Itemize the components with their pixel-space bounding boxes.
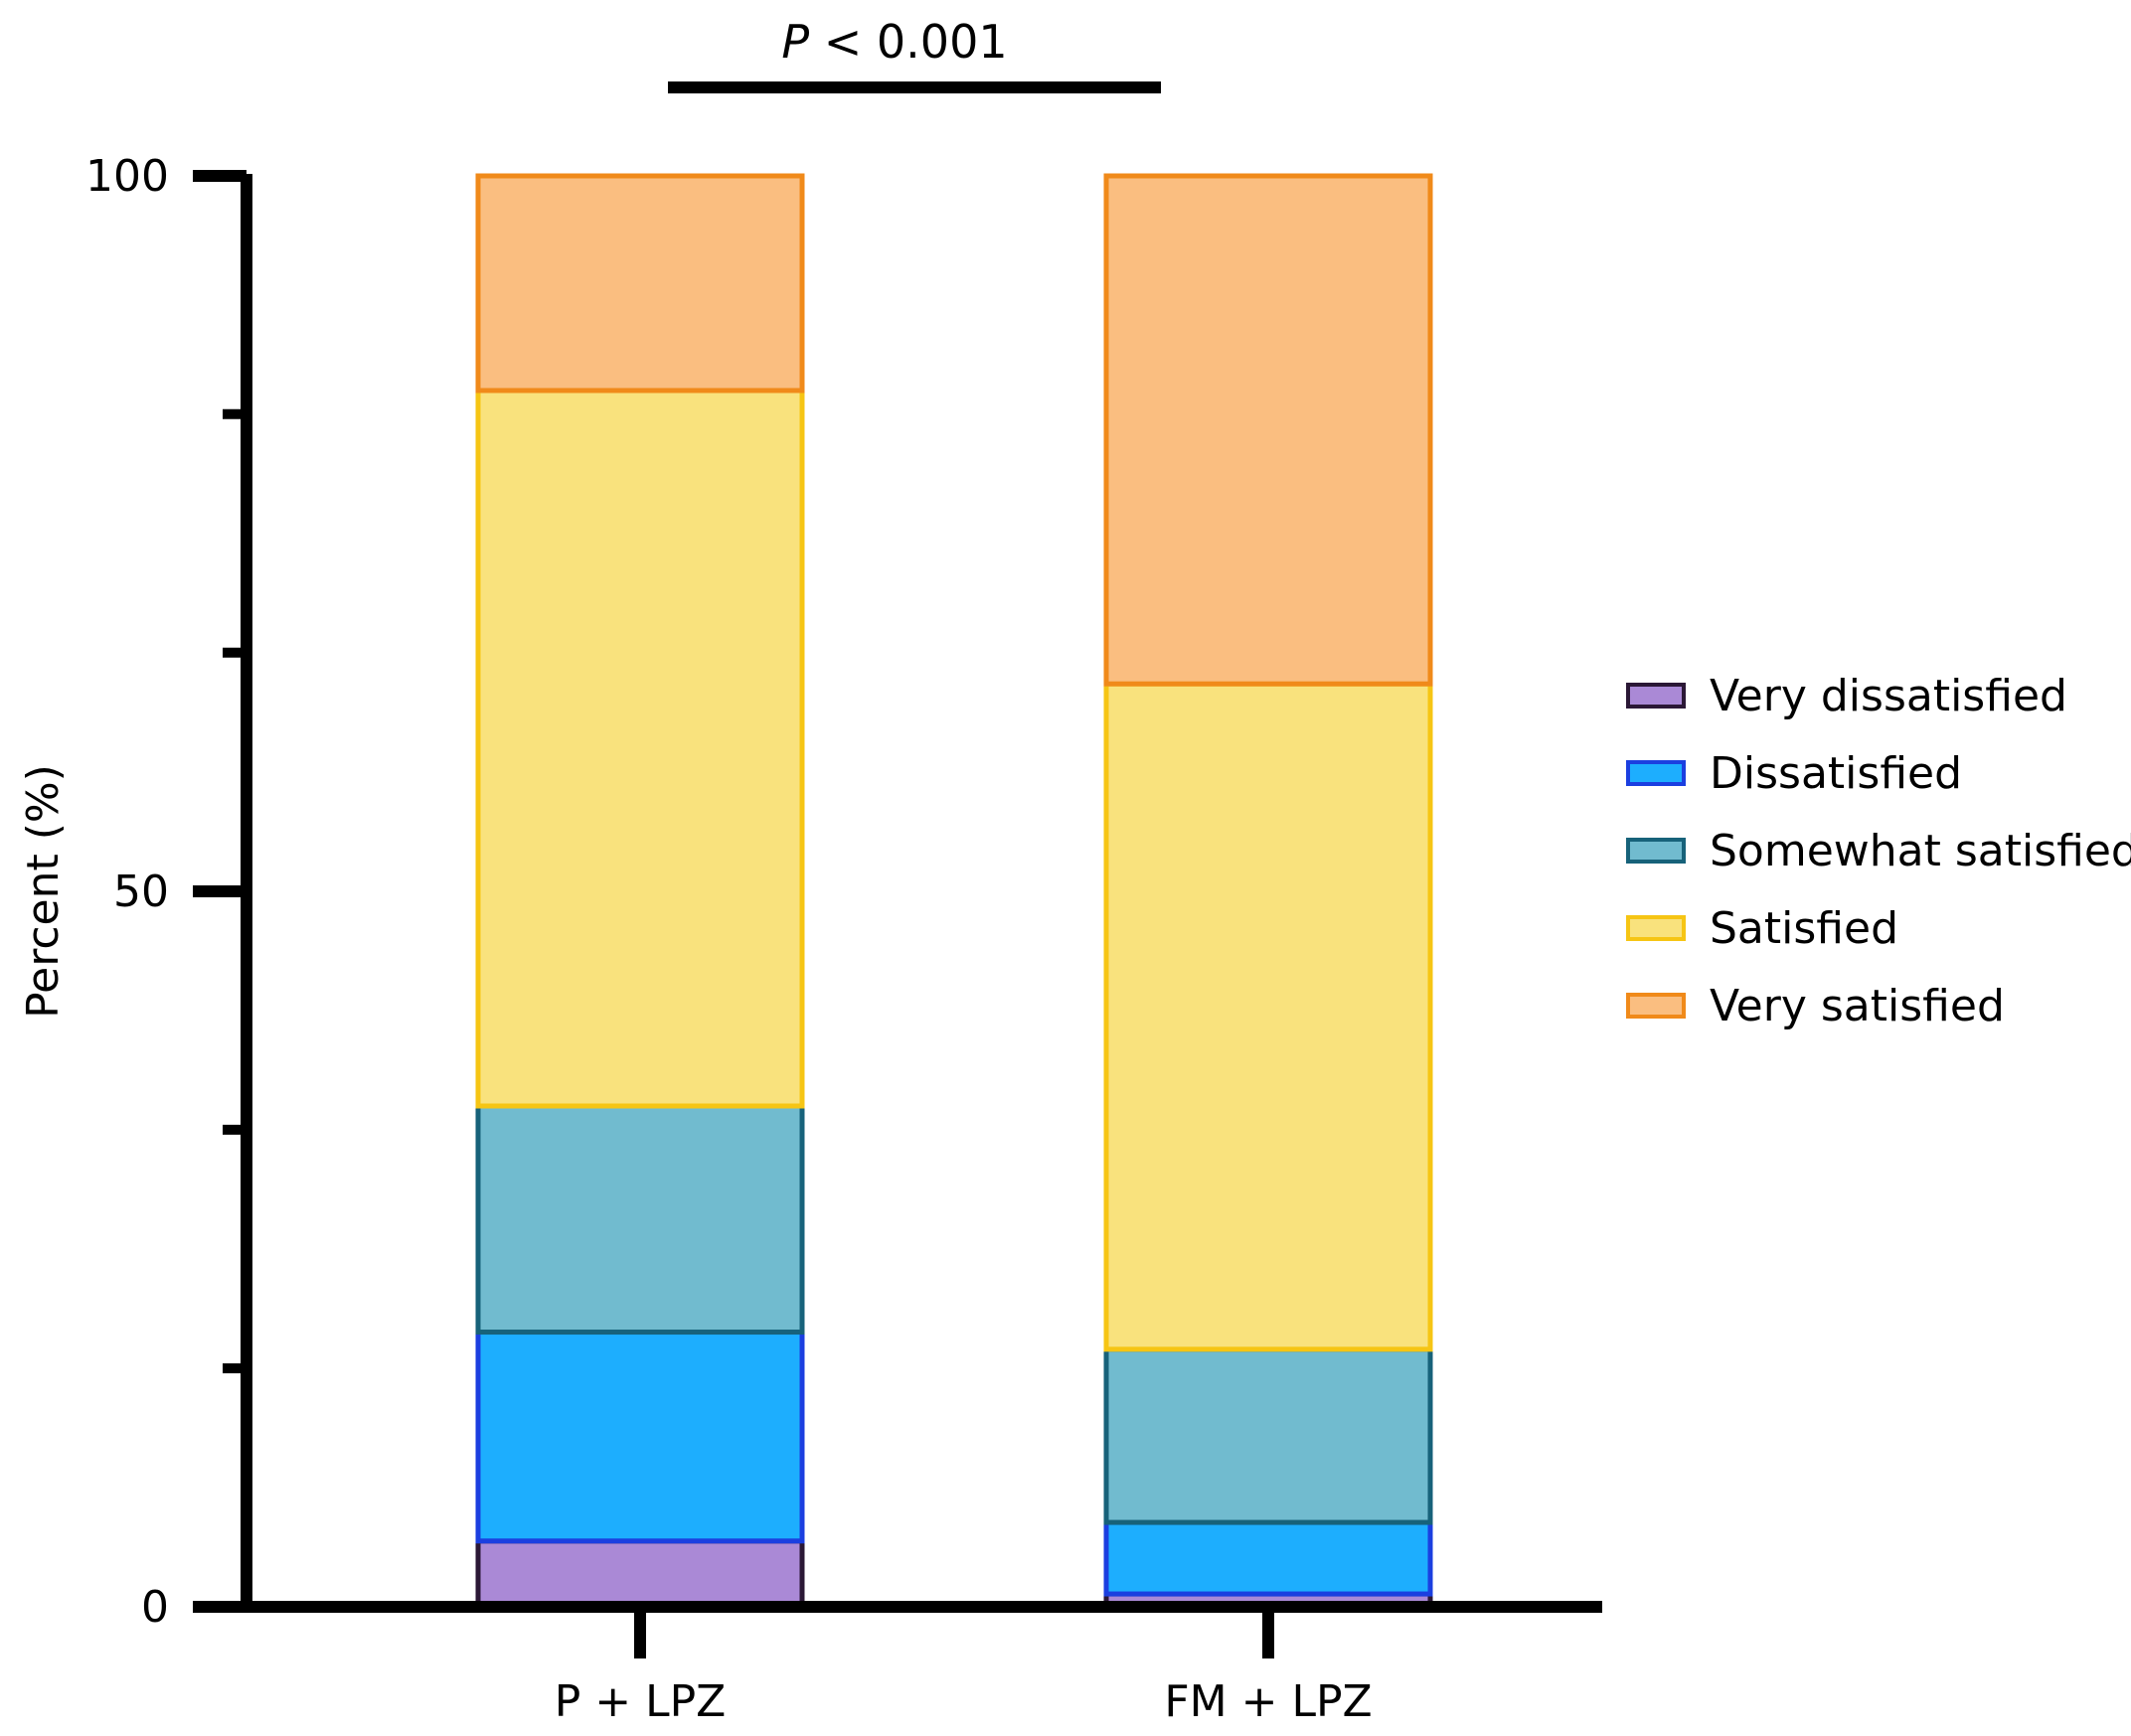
y-tick-label: 50 bbox=[113, 867, 169, 917]
legend-swatch bbox=[1626, 993, 1686, 1019]
bar-segment-dissatisfied-0 bbox=[475, 1330, 805, 1544]
legend-label: Somewhat satisfied bbox=[1710, 826, 2131, 876]
legend-swatch bbox=[1626, 760, 1686, 786]
legend-swatch bbox=[1626, 915, 1686, 941]
x-category-label: FM + LPZ bbox=[1164, 1676, 1372, 1727]
bars bbox=[475, 173, 1433, 1610]
legend-label: Very satisfied bbox=[1710, 981, 2005, 1031]
p-value-label: P < 0.001 bbox=[781, 15, 1007, 69]
legend: Very dissatisfied Dissatisfied Somewhat sa… bbox=[1626, 671, 2131, 1031]
bar-segment-dissatisfied-1 bbox=[1103, 1519, 1433, 1597]
bar-segment-somewhat-satisfied-1 bbox=[1103, 1346, 1433, 1525]
axes: 0 50 100 P + LPZ FM + LPZ Percent (%) bbox=[18, 151, 1602, 1727]
bar-segment-very-satisfied-0 bbox=[475, 173, 805, 394]
x-category-label: P + LPZ bbox=[555, 1676, 727, 1727]
legend-label: Very dissatisfied bbox=[1710, 671, 2067, 721]
legend-label: Satisfied bbox=[1710, 903, 1898, 954]
bar-segment-satisfied-1 bbox=[1103, 681, 1433, 1352]
y-tick-label: 100 bbox=[85, 151, 169, 202]
legend-label: Dissatisfied bbox=[1710, 748, 1962, 799]
legend-swatch bbox=[1626, 683, 1686, 709]
bar-segment-very-dissatisfied-0 bbox=[475, 1538, 805, 1610]
bar-segment-very-satisfied-1 bbox=[1103, 173, 1433, 687]
bar-segment-somewhat-satisfied-0 bbox=[475, 1103, 805, 1336]
y-tick-label: 0 bbox=[141, 1582, 169, 1633]
legend-swatch bbox=[1626, 838, 1686, 864]
bar-segment-satisfied-0 bbox=[475, 388, 805, 1109]
significance-annotation: P < 0.001 bbox=[668, 15, 1161, 93]
y-axis-title: Percent (%) bbox=[18, 764, 69, 1019]
